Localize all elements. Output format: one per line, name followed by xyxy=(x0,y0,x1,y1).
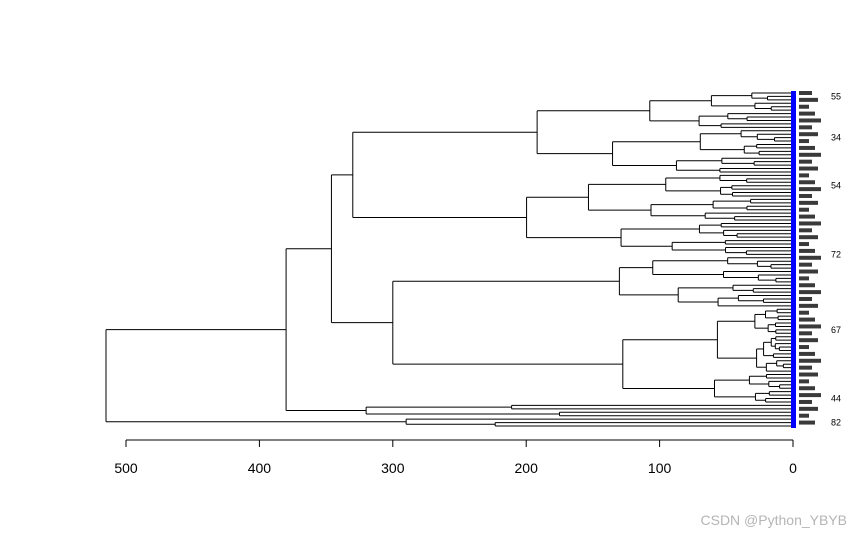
leaf-label-glyph xyxy=(799,269,818,274)
leaf-label-glyph xyxy=(799,317,815,322)
leaf-label-glyph xyxy=(799,104,809,109)
leaf-marker-bar xyxy=(791,91,796,428)
leaf-label: 34 xyxy=(831,133,841,143)
leaf-label-glyph xyxy=(799,351,815,356)
leaf-label-glyph xyxy=(799,187,821,192)
leaf-label-glyph xyxy=(799,331,812,336)
leaf-label-glyph xyxy=(799,235,818,240)
leaf-label-glyph xyxy=(799,276,809,281)
leaf-label-glyph xyxy=(799,111,815,116)
x-tick-label: 400 xyxy=(248,460,272,476)
leaf-label-glyph xyxy=(799,91,812,95)
x-tick-label: 300 xyxy=(381,460,405,476)
leaf-label-glyph xyxy=(799,248,815,253)
leaf-label-glyph xyxy=(799,139,809,144)
leaf-label-glyph xyxy=(799,173,809,178)
x-tick-label: 500 xyxy=(114,460,138,476)
leaf-label-glyph xyxy=(799,324,821,329)
leaf-label-glyph xyxy=(799,228,812,233)
x-tick-label: 100 xyxy=(648,460,672,476)
leaf-label-glyph xyxy=(799,386,815,391)
leaf-label: 67 xyxy=(831,325,841,335)
leaf-label-glyph xyxy=(799,303,818,308)
leaf-label-glyph xyxy=(799,290,821,295)
leaf-label-glyph xyxy=(799,159,812,164)
leaf-label-glyph xyxy=(799,118,821,123)
leaf-label-glyph xyxy=(799,420,815,425)
leaf-label-glyph xyxy=(799,221,821,226)
leaf-label-glyph xyxy=(799,393,821,398)
leaf-label-glyph xyxy=(799,125,812,130)
x-tick-label: 200 xyxy=(515,460,539,476)
dendrogram-branches xyxy=(105,93,784,426)
leaf-label-glyph xyxy=(799,193,812,198)
x-axis: 500 400 300 200 100 0 xyxy=(114,439,797,476)
leaf-label: 55 xyxy=(831,91,841,101)
leaf-label-glyph xyxy=(799,152,821,157)
leaf-label-glyph xyxy=(799,345,809,350)
watermark-text: CSDN @Python_YBYB xyxy=(700,512,848,528)
leaf-label-glyph xyxy=(799,255,821,260)
leaf-label-glyph xyxy=(799,310,809,315)
leaf-label: 54 xyxy=(831,181,841,191)
leaf-label-glyph xyxy=(799,132,818,137)
leaf-label-glyph xyxy=(799,97,818,102)
leaf-label-glyph xyxy=(799,207,809,212)
leaf-label-glyph xyxy=(799,365,812,370)
leaf-label-glyph xyxy=(799,214,815,219)
leaf-label-glyph xyxy=(799,358,821,363)
leaf-label-glyph xyxy=(799,262,812,267)
leaf-label-glyph xyxy=(799,296,812,301)
leaf-label-glyph xyxy=(799,242,809,247)
leaf-label: 72 xyxy=(831,249,841,259)
leaf-label-glyph xyxy=(799,145,815,150)
leaf-lines xyxy=(406,92,793,427)
leaf-label-glyph xyxy=(799,166,818,171)
leaf-label-glyph xyxy=(799,338,818,343)
leaf-label-glyph xyxy=(799,180,815,185)
leaf-label-glyph xyxy=(799,406,818,411)
leaf-label-glyph xyxy=(799,200,818,205)
leaf-label-glyph xyxy=(799,379,809,384)
leaf-labels: 55 34 54 72 67 44 82 xyxy=(799,91,841,428)
leaf-label-glyph xyxy=(799,413,809,418)
leaf-label-glyph xyxy=(799,399,812,404)
leaf-label: 44 xyxy=(831,394,841,404)
leaf-label-glyph xyxy=(799,283,815,288)
leaf-label-glyph xyxy=(799,372,818,377)
x-tick-label: 0 xyxy=(789,460,797,476)
leaf-label: 82 xyxy=(831,418,841,428)
